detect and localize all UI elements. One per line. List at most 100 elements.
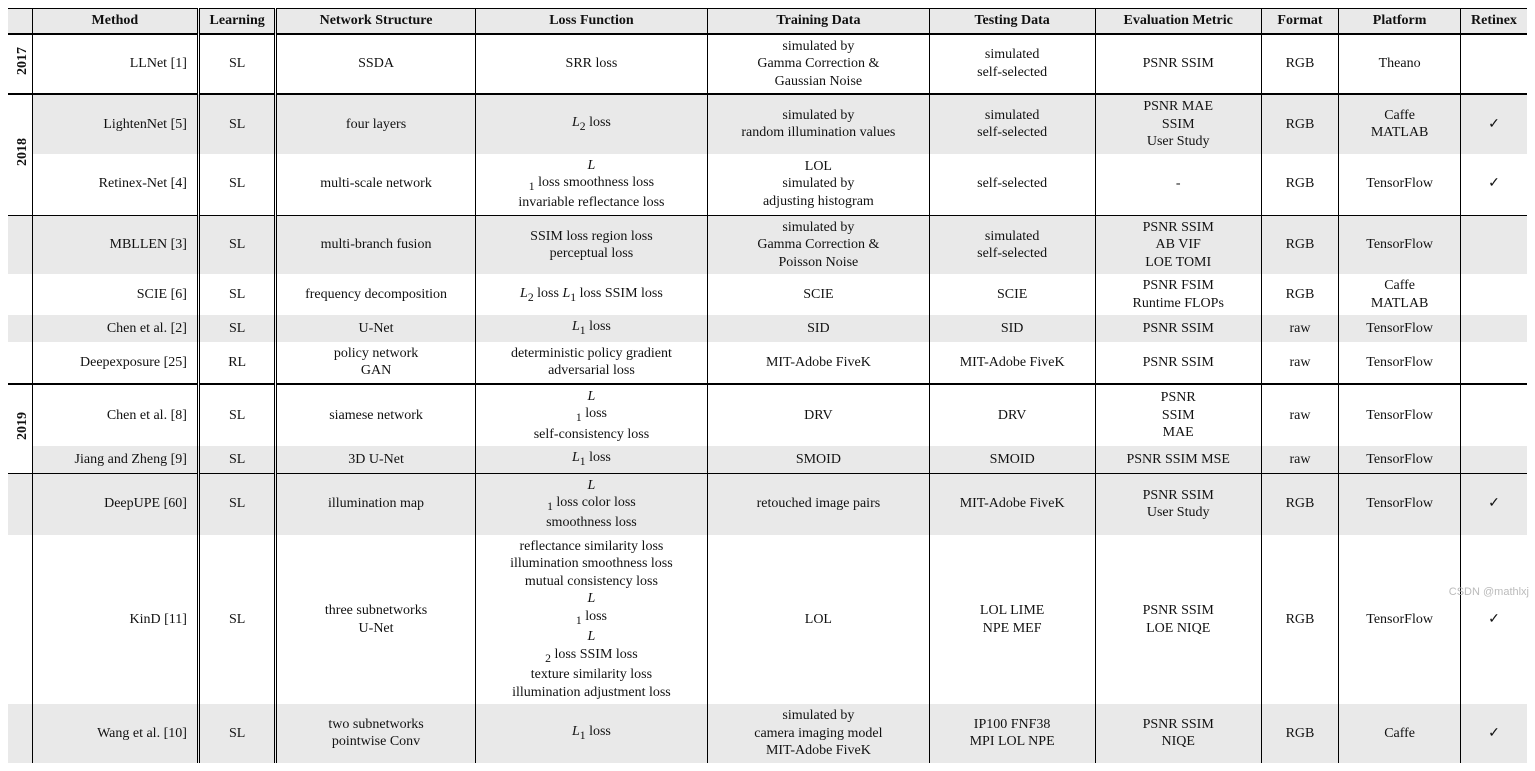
test-cell: IP100 FNF38MPI LOL NPE [929, 704, 1095, 763]
test-cell: MIT-Adobe FiveK [929, 473, 1095, 535]
retinex-cell [1461, 215, 1528, 274]
loss-cell: reflectance similarity loss illumination… [475, 535, 707, 704]
method-cell: LightenNet [5] [32, 94, 198, 154]
year-spacer [8, 535, 32, 704]
method-cell: KinD [11] [32, 535, 198, 704]
test-cell: self-selected [929, 154, 1095, 216]
table-row: Jiang and Zheng [9] SL 3D U-Net L1 loss … [8, 446, 1527, 473]
table-row: KinD [11] SL three subnetworksU-Net refl… [8, 535, 1527, 704]
method-cell: Deepexposure [25] [32, 342, 198, 384]
metric-cell: PSNR SSIMAB VIFLOE TOMI [1095, 215, 1261, 274]
retinex-cell: ✓ [1461, 535, 1528, 704]
retinex-cell [1461, 446, 1528, 473]
platform-cell: TensorFlow [1339, 384, 1461, 446]
network-cell: policy networkGAN [276, 342, 475, 384]
train-cell: simulated bycamera imaging modelMIT-Adob… [708, 704, 929, 763]
year-spacer [8, 274, 32, 315]
year-2018: 2018 [8, 94, 32, 215]
platform-cell: TensorFlow [1339, 215, 1461, 274]
format-cell: RGB [1261, 274, 1339, 315]
table-row: DeepUPE [60] SL illumination map L1 loss… [8, 473, 1527, 535]
network-cell: four layers [276, 94, 475, 154]
col-format: Format [1261, 9, 1339, 34]
table-row: MBLLEN [3] SL multi-branch fusion SSIM l… [8, 215, 1527, 274]
loss-cell: L1 lossself-consistency loss [475, 384, 707, 446]
col-retinex: Retinex [1461, 9, 1528, 34]
method-cell: Retinex-Net [4] [32, 154, 198, 216]
platform-cell: TensorFlow [1339, 446, 1461, 473]
metric-cell: PSNRSSIMMAE [1095, 384, 1261, 446]
loss-cell: L1 loss [475, 315, 707, 341]
method-cell: DeepUPE [60] [32, 473, 198, 535]
platform-cell: CaffeMATLAB [1339, 274, 1461, 315]
test-cell: simulatedself-selected [929, 34, 1095, 95]
learning-cell: SL [198, 535, 276, 704]
col-method: Method [32, 9, 198, 34]
train-cell: LOLsimulated byadjusting histogram [708, 154, 929, 216]
test-cell: DRV [929, 384, 1095, 446]
network-cell: two subnetworkspointwise Conv [276, 704, 475, 763]
test-cell: SMOID [929, 446, 1095, 473]
learning-cell: SL [198, 34, 276, 95]
col-learning: Learning [198, 9, 276, 34]
test-cell: simulatedself-selected [929, 94, 1095, 154]
network-cell: multi-branch fusion [276, 215, 475, 274]
metric-cell: PSNR MAESSIMUser Study [1095, 94, 1261, 154]
network-cell: multi-scale network [276, 154, 475, 216]
platform-cell: Caffe [1339, 704, 1461, 763]
platform-cell: Theano [1339, 34, 1461, 95]
year-spacer [8, 215, 32, 274]
platform-cell: CaffeMATLAB [1339, 94, 1461, 154]
network-cell: frequency decomposition [276, 274, 475, 315]
table-row: Chen et al. [2] SL U-Net L1 loss SID SID… [8, 315, 1527, 341]
loss-cell: L2 loss [475, 94, 707, 154]
metric-cell: - [1095, 154, 1261, 216]
train-cell: simulated byrandom illumination values [708, 94, 929, 154]
method-cell: Chen et al. [2] [32, 315, 198, 341]
format-cell: RGB [1261, 535, 1339, 704]
table-row: Retinex-Net [4] SL multi-scale network L… [8, 154, 1527, 216]
learning-cell: SL [198, 215, 276, 274]
format-cell: RGB [1261, 34, 1339, 95]
train-cell: MIT-Adobe FiveK [708, 342, 929, 384]
train-cell: retouched image pairs [708, 473, 929, 535]
learning-cell: SL [198, 94, 276, 154]
metric-cell: PSNR SSIMLOE NIQE [1095, 535, 1261, 704]
retinex-cell: ✓ [1461, 154, 1528, 216]
train-cell: SMOID [708, 446, 929, 473]
platform-cell: TensorFlow [1339, 315, 1461, 341]
header-row: Method Learning Network Structure Loss F… [8, 9, 1527, 34]
retinex-cell [1461, 342, 1528, 384]
test-cell: simulatedself-selected [929, 215, 1095, 274]
train-cell: simulated byGamma Correction &Gaussian N… [708, 34, 929, 95]
learning-cell: SL [198, 704, 276, 763]
metric-cell: PSNR SSIMNIQE [1095, 704, 1261, 763]
train-cell: SCIE [708, 274, 929, 315]
method-cell: LLNet [1] [32, 34, 198, 95]
train-cell: SID [708, 315, 929, 341]
learning-cell: SL [198, 446, 276, 473]
train-cell: simulated byGamma Correction &Poisson No… [708, 215, 929, 274]
col-train: Training Data [708, 9, 929, 34]
platform-cell: TensorFlow [1339, 154, 1461, 216]
format-cell: RGB [1261, 473, 1339, 535]
test-cell: SCIE [929, 274, 1095, 315]
retinex-cell: ✓ [1461, 473, 1528, 535]
learning-cell: SL [198, 473, 276, 535]
table-row: 2018 LightenNet [5] SL four layers L2 lo… [8, 94, 1527, 154]
test-cell: LOL LIMENPE MEF [929, 535, 1095, 704]
watermark: CSDN @mathlxj [1449, 586, 1529, 598]
train-cell: DRV [708, 384, 929, 446]
train-cell: LOL [708, 535, 929, 704]
year-2019: 2019 [8, 384, 32, 473]
retinex-cell [1461, 315, 1528, 341]
network-cell: U-Net [276, 315, 475, 341]
loss-cell: L1 loss color losssmoothness loss [475, 473, 707, 535]
platform-cell: TensorFlow [1339, 342, 1461, 384]
retinex-cell: ✓ [1461, 94, 1528, 154]
retinex-cell [1461, 274, 1528, 315]
loss-cell: L1 loss [475, 446, 707, 473]
retinex-cell [1461, 34, 1528, 95]
method-cell: Chen et al. [8] [32, 384, 198, 446]
metric-cell: PSNR SSIMUser Study [1095, 473, 1261, 535]
